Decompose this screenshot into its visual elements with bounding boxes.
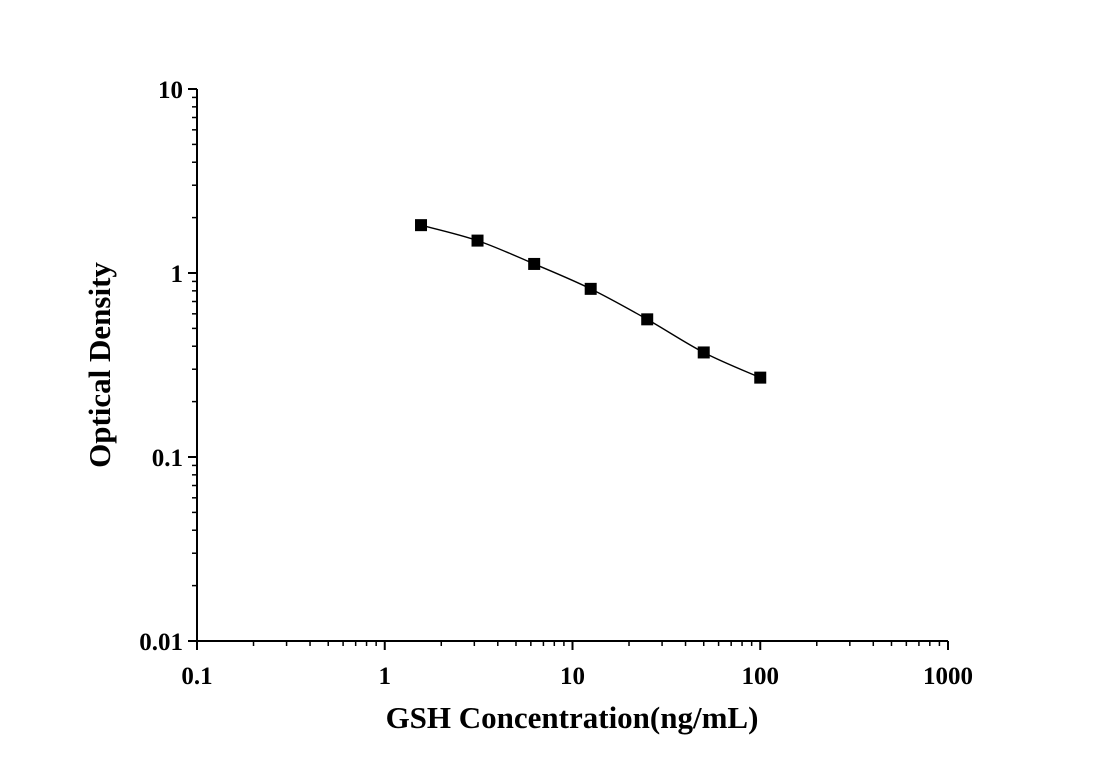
y-axis-title: Optical Density <box>82 262 117 468</box>
data-point <box>754 371 767 384</box>
data-point <box>471 234 484 247</box>
y-tick-label: 0.1 <box>152 445 183 472</box>
y-tick-label: 1 <box>171 261 184 288</box>
x-tick-label: 1000 <box>923 663 973 690</box>
x-tick-label: 10 <box>560 663 585 690</box>
x-tick-label: 1 <box>379 663 392 690</box>
x-tick-labels: 0.1 1 10 100 1000 <box>181 663 973 690</box>
data-point <box>697 346 710 359</box>
major-ticks <box>188 88 949 650</box>
y-tick-label: 0.01 <box>139 629 183 656</box>
data-point <box>528 257 541 270</box>
data-point <box>641 313 654 326</box>
data-point <box>415 219 428 232</box>
data-point <box>584 282 597 295</box>
minor-ticks <box>192 96 941 646</box>
x-tick-label: 100 <box>742 663 780 690</box>
y-tick-label: 10 <box>158 77 183 104</box>
x-axis-title: GSH Concentration(ng/mL) <box>386 700 759 735</box>
data-points <box>415 219 767 384</box>
x-tick-label: 0.1 <box>181 663 212 690</box>
y-tick-labels: 0.01 0.1 1 10 <box>139 77 183 656</box>
